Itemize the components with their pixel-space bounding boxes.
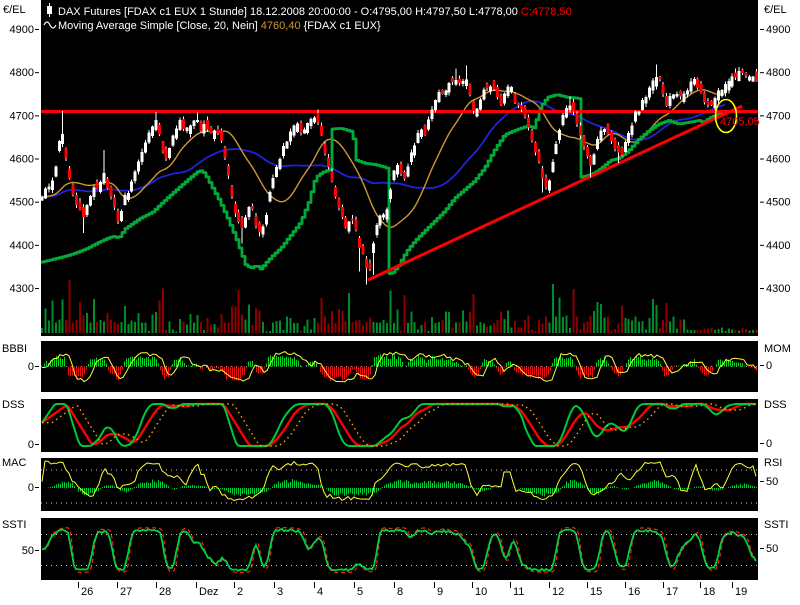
svg-text:4705,05: 4705,05 [720, 116, 760, 128]
svg-text:5: 5 [357, 586, 363, 598]
svg-text:Moving Average Simple [Close,: Moving Average Simple [Close, 20, Nein] … [58, 20, 381, 32]
svg-text:DAX Futures [FDAX c1 EUX 1 St: DAX Futures [FDAX c1 EUX 1 Stunde] 18.12… [58, 6, 572, 18]
svg-text:4800: 4800 [10, 67, 34, 79]
svg-text:MAC: MAC [2, 457, 27, 469]
svg-text:€/EL: €/EL [3, 4, 26, 16]
svg-text:16: 16 [628, 586, 640, 598]
svg-text:50: 50 [22, 545, 34, 557]
svg-text:€/EL: €/EL [764, 4, 787, 16]
svg-text:4400: 4400 [766, 240, 790, 252]
svg-text:4300: 4300 [766, 283, 790, 295]
svg-text:4500: 4500 [766, 197, 790, 209]
svg-text:0: 0 [28, 482, 34, 494]
svg-text:3: 3 [277, 586, 283, 598]
svg-text:4400: 4400 [10, 240, 34, 252]
svg-text:0: 0 [766, 438, 772, 450]
svg-text:BBBI: BBBI [2, 343, 27, 355]
svg-text:4600: 4600 [10, 154, 34, 166]
svg-text:Dez: Dez [199, 586, 219, 598]
svg-text:0: 0 [28, 439, 34, 451]
svg-text:RSI: RSI [764, 457, 782, 469]
svg-text:50: 50 [766, 476, 778, 488]
svg-text:11: 11 [513, 586, 524, 598]
svg-text:4900: 4900 [10, 24, 34, 36]
svg-text:SSTI: SSTI [2, 519, 26, 531]
svg-text:18: 18 [703, 586, 715, 598]
svg-text:4500: 4500 [10, 197, 34, 209]
svg-text:4300: 4300 [10, 283, 34, 295]
svg-text:4700: 4700 [766, 110, 790, 122]
svg-text:SSTI: SSTI [764, 519, 788, 531]
svg-text:19: 19 [735, 586, 747, 598]
svg-text:4900: 4900 [766, 24, 790, 36]
svg-text:2: 2 [237, 586, 243, 598]
svg-text:4600: 4600 [766, 154, 790, 166]
svg-text:28: 28 [159, 586, 171, 598]
svg-text:15: 15 [590, 586, 602, 598]
svg-text:10: 10 [475, 586, 487, 598]
svg-text:12: 12 [552, 586, 564, 598]
svg-text:4: 4 [317, 586, 323, 598]
svg-text:DSS: DSS [764, 399, 787, 411]
svg-text:17: 17 [666, 586, 678, 598]
svg-text:DSS: DSS [2, 399, 25, 411]
svg-text:MOM: MOM [764, 343, 791, 355]
svg-text:50: 50 [766, 543, 778, 555]
svg-text:4800: 4800 [766, 67, 790, 79]
svg-text:4700: 4700 [10, 110, 34, 122]
svg-text:9: 9 [437, 586, 443, 598]
svg-text:0: 0 [28, 361, 34, 373]
svg-text:0: 0 [766, 360, 772, 372]
svg-text:26: 26 [81, 586, 93, 598]
svg-text:8: 8 [397, 586, 403, 598]
svg-text:27: 27 [120, 586, 132, 598]
